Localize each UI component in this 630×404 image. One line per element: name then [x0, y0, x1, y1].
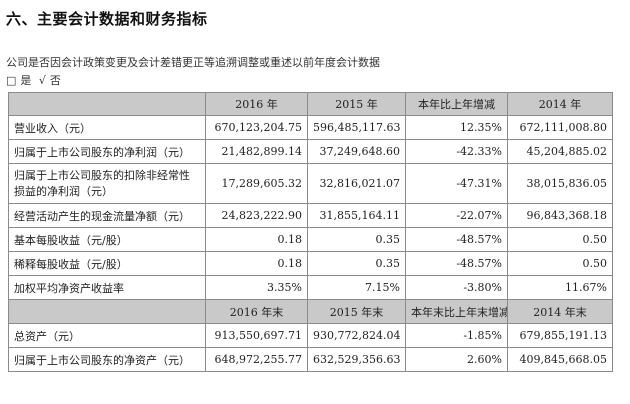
- change-cell: 12.35%: [405, 115, 508, 140]
- table-row: 总资产（元） 913,550,697.71 930,772,824.04 -1.…: [8, 323, 613, 348]
- value-cell: 31,855,164.11: [307, 203, 406, 228]
- value-cell: 3.35%: [205, 275, 308, 300]
- value-cell: 45,204,885.02: [507, 139, 613, 164]
- value-cell: 96,843,368.18: [507, 203, 613, 228]
- value-cell: 24,823,222.90: [205, 203, 308, 228]
- checkbox-icon: □: [6, 74, 17, 87]
- value-cell: 21,482,899.14: [205, 139, 308, 164]
- value-cell: 0.50: [507, 251, 613, 276]
- value-cell: 632,529,356.63: [307, 347, 406, 372]
- value-cell: 17,289,605.32: [205, 163, 308, 204]
- restatement-question: 公司是否因会计政策变更及会计差错更正等追溯调整或重述以前年度会计数据: [6, 56, 380, 69]
- table-row: 营业收入（元） 670,123,204.75 596,485,117.63 12…: [8, 115, 613, 140]
- value-cell: 0.18: [205, 251, 308, 276]
- value-cell: 930,772,824.04: [307, 323, 406, 348]
- change-cell: 2.60%: [405, 347, 508, 372]
- value-cell: 913,550,697.71: [205, 323, 308, 348]
- value-cell: 11.67%: [507, 275, 613, 300]
- financial-data-table: 2016 年 2015 年 本年比上年增减 2014 年 营业收入（元） 670…: [8, 92, 613, 372]
- table-row: 基本每股收益（元/股） 0.18 0.35 -48.57% 0.50: [8, 227, 613, 252]
- checkmark-icon: √: [38, 74, 46, 87]
- change-cell: -1.85%: [405, 323, 508, 348]
- header-cell: 本年末比上年末增减: [405, 299, 508, 324]
- row-label: 营业收入（元）: [8, 115, 206, 140]
- value-cell: 596,485,117.63: [307, 115, 406, 140]
- table-row: 加权平均净资产收益率 3.35% 7.15% -3.80% 11.67%: [8, 275, 613, 300]
- value-cell: 670,123,204.75: [205, 115, 308, 140]
- value-cell: 38,015,836.05: [507, 163, 613, 204]
- value-cell: 0.18: [205, 227, 308, 252]
- header-cell: 2015 年: [307, 92, 406, 116]
- option-no: 否: [49, 74, 61, 87]
- value-cell: 409,845,668.05: [507, 347, 613, 372]
- row-label: 经营活动产生的现金流量净额（元）: [8, 203, 206, 228]
- value-cell: 0.35: [307, 227, 406, 252]
- row-label: 总资产（元）: [8, 323, 206, 348]
- table-row: 归属于上市公司股东的净利润（元） 21,482,899.14 37,249,64…: [8, 139, 613, 164]
- header-cell: 2015 年末: [307, 299, 406, 324]
- table-row: 归属于上市公司股东的净资产（元） 648,972,255.77 632,529,…: [8, 347, 613, 372]
- section-title: 六、主要会计数据和财务指标: [6, 10, 208, 28]
- value-cell: 37,249,648.60: [307, 139, 406, 164]
- change-cell: -3.80%: [405, 275, 508, 300]
- header-cell: 2014 年: [507, 92, 613, 116]
- header-cell: 2014 年末: [507, 299, 613, 324]
- value-cell: 0.50: [507, 227, 613, 252]
- change-cell: -42.33%: [405, 139, 508, 164]
- row-label: 归属于上市公司股东的净利润（元）: [8, 139, 206, 164]
- header-cell: 本年比上年增减: [405, 92, 508, 116]
- change-cell: -48.57%: [405, 227, 508, 252]
- change-cell: -48.57%: [405, 251, 508, 276]
- change-cell: -22.07%: [405, 203, 508, 228]
- value-cell: 0.35: [307, 251, 406, 276]
- table-row: 经营活动产生的现金流量净额（元） 24,823,222.90 31,855,16…: [8, 203, 613, 228]
- header-cell: 2016 年: [205, 92, 308, 116]
- value-cell: 648,972,255.77: [205, 347, 308, 372]
- row-label: 加权平均净资产收益率: [8, 275, 206, 300]
- row-label: 稀释每股收益（元/股）: [8, 251, 206, 276]
- table-row: 归属于上市公司股东的扣除非经常性损益的净利润（元） 17,289,605.32 …: [8, 163, 613, 204]
- change-cell: -47.31%: [405, 163, 508, 204]
- value-cell: 7.15%: [307, 275, 406, 300]
- header-cell: [8, 299, 206, 324]
- row-label: 基本每股收益（元/股）: [8, 227, 206, 252]
- header-cell: [8, 92, 206, 116]
- value-cell: 672,111,008.80: [507, 115, 613, 140]
- option-yes: 是: [20, 74, 32, 87]
- table-header-row: 2016 年末 2015 年末 本年末比上年末增减 2014 年末: [8, 299, 613, 324]
- row-label: 归属于上市公司股东的净资产（元）: [8, 347, 206, 372]
- table-row: 稀释每股收益（元/股） 0.18 0.35 -48.57% 0.50: [8, 251, 613, 276]
- table-header-row: 2016 年 2015 年 本年比上年增减 2014 年: [8, 92, 613, 116]
- value-cell: 32,816,021.07: [307, 163, 406, 204]
- restatement-options: □ 是 √ 否: [6, 72, 65, 88]
- row-label: 归属于上市公司股东的扣除非经常性损益的净利润（元）: [8, 163, 206, 204]
- value-cell: 679,855,191.13: [507, 323, 613, 348]
- header-cell: 2016 年末: [205, 299, 308, 324]
